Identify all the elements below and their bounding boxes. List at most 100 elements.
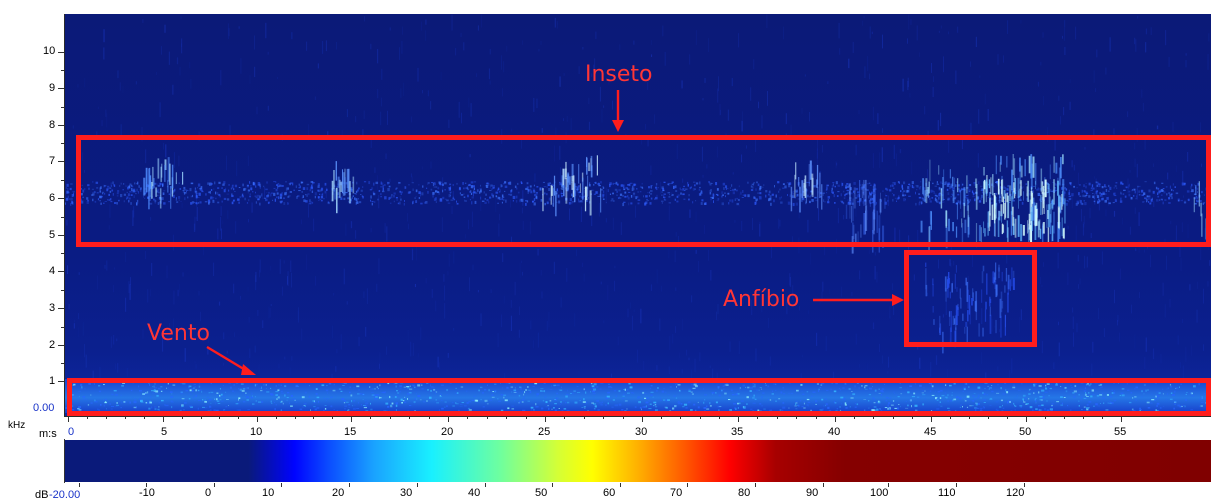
colorbar-tick-20: 20 xyxy=(332,487,345,499)
amphibian-signal-texture xyxy=(925,262,1015,354)
frequency-tick-4: 4 xyxy=(49,265,56,277)
colorbar-tick-10: 10 xyxy=(262,487,275,499)
frequency-major-tick-1 xyxy=(58,88,64,89)
time-minor-tick-0-1 xyxy=(87,416,88,419)
frequency-tick-1: 1 xyxy=(49,375,56,387)
colorbar-tick-70: 70 xyxy=(670,487,683,499)
time-tick-50: 50 xyxy=(1019,426,1032,438)
frequency-tick-3: 3 xyxy=(49,302,56,314)
frequency-tick-2: 2 xyxy=(49,339,56,351)
time-minor-tick-6-4 xyxy=(719,416,720,419)
colorbar-tick-80: 80 xyxy=(738,487,751,499)
wind-annotation-label: Vento xyxy=(147,321,210,346)
frequency-tick-8: 8 xyxy=(49,119,56,131)
time-major-tick-0 xyxy=(68,416,69,422)
time-minor-tick-5-2 xyxy=(584,416,585,419)
frequency-major-tick-7 xyxy=(58,308,64,309)
colorbar-first-tick: -20.00 xyxy=(49,489,81,501)
annotation-arrows xyxy=(206,90,904,375)
colorbar-major-tick-4 xyxy=(349,483,350,487)
time-minor-tick-7-2 xyxy=(777,416,778,419)
insect-annotation-label: Inseto xyxy=(585,62,653,87)
time-major-tick-2 xyxy=(257,416,258,422)
wind-signal-texture xyxy=(65,380,1211,414)
time-major-tick-9 xyxy=(931,416,932,422)
amphibian-annotation-box xyxy=(904,250,1037,347)
time-unit-label: m:s xyxy=(39,428,57,440)
frequency-axis-line xyxy=(64,14,65,416)
frequency-major-tick-6 xyxy=(58,271,64,272)
time-minor-tick-6-1 xyxy=(661,416,662,419)
arrow-down-right-icon xyxy=(206,345,256,375)
time-major-tick-3 xyxy=(351,416,352,422)
frequency-major-tick-4 xyxy=(58,198,64,199)
time-minor-tick-8-4 xyxy=(912,416,913,419)
time-minor-tick-3-3 xyxy=(409,416,410,419)
colorbar-major-tick-12 xyxy=(888,483,889,487)
time-minor-tick-1-2 xyxy=(201,416,202,419)
time-minor-tick-3-1 xyxy=(370,416,371,419)
colorbar-major-tick-11 xyxy=(823,483,824,487)
colorbar-tick-100: 100 xyxy=(870,487,889,499)
time-minor-tick-7-4 xyxy=(816,416,817,419)
frequency-tick-5: 5 xyxy=(49,229,56,241)
time-axis-line xyxy=(64,416,1211,417)
frequency-major-tick-9 xyxy=(58,381,64,382)
time-minor-tick-1-4 xyxy=(238,416,239,419)
arrow-down-icon xyxy=(612,90,624,132)
colorbar-major-tick-1 xyxy=(146,483,147,487)
background-noise-texture xyxy=(66,14,1211,387)
colorbar-major-tick-0 xyxy=(79,483,80,487)
time-minor-tick-1-3 xyxy=(219,416,220,419)
time-minor-tick-7-1 xyxy=(757,416,758,419)
colorbar-tick-110: 110 xyxy=(938,487,956,499)
time-minor-tick-8-1 xyxy=(854,416,855,419)
time-minor-tick-10-1 xyxy=(1045,416,1046,419)
frequency-minor-tick-0 xyxy=(61,70,64,71)
time-minor-tick-5-4 xyxy=(623,416,624,419)
insect-signal-texture xyxy=(65,154,1211,254)
time-minor-tick-6-3 xyxy=(700,416,701,419)
time-tick-20: 20 xyxy=(441,426,454,438)
time-minor-tick-3-4 xyxy=(429,416,430,419)
time-minor-tick-2-3 xyxy=(313,416,314,419)
time-minor-tick-2-2 xyxy=(295,416,296,419)
time-major-tick-10 xyxy=(1026,416,1027,422)
time-minor-tick-10-2 xyxy=(1064,416,1065,419)
time-minor-tick-4-4 xyxy=(526,416,527,419)
frequency-minor-tick-8 xyxy=(61,363,64,364)
time-major-tick-11 xyxy=(1121,416,1122,422)
frequency-major-tick-8 xyxy=(58,345,64,346)
time-tick-45: 45 xyxy=(924,426,937,438)
colorbar-tick-30: 30 xyxy=(400,487,413,499)
time-minor-tick-1-1 xyxy=(182,416,183,419)
time-minor-tick-5-3 xyxy=(603,416,604,419)
time-major-tick-7 xyxy=(738,416,739,422)
colorbar-tick-120: 120 xyxy=(1006,487,1025,499)
time-tick-25: 25 xyxy=(538,426,551,438)
spectrogram-plot: Inseto Anfíbio Vento xyxy=(65,14,1211,416)
time-minor-tick-8-3 xyxy=(893,416,894,419)
time-major-tick-8 xyxy=(835,416,836,422)
colorbar-major-tick-7 xyxy=(552,483,553,487)
frequency-major-tick-2 xyxy=(58,125,64,126)
time-major-tick-6 xyxy=(642,416,643,422)
time-minor-tick-7-3 xyxy=(796,416,797,419)
insect-annotation-box xyxy=(76,135,1211,247)
frequency-major-tick-3 xyxy=(58,161,64,162)
time-minor-tick-2-1 xyxy=(276,416,277,419)
colorbar-tick-50: 50 xyxy=(535,487,548,499)
frequency-tick-6: 6 xyxy=(49,192,56,204)
colorbar-tick-60: 60 xyxy=(603,487,616,499)
time-tick-5: 5 xyxy=(161,426,168,438)
frequency-tick-7: 7 xyxy=(49,155,56,167)
colorbar-tick-0: 0 xyxy=(205,487,212,499)
time-minor-tick-8-2 xyxy=(873,416,874,419)
spectrogram-background xyxy=(65,14,1211,416)
frequency-origin-label: 0.00 xyxy=(33,402,55,414)
frequency-tick-9: 9 xyxy=(49,82,56,94)
time-minor-tick-10-4 xyxy=(1102,416,1103,419)
time-tick-55: 55 xyxy=(1114,426,1127,438)
frequency-major-tick-0 xyxy=(58,52,64,53)
colorbar-tick-40: 40 xyxy=(468,487,481,499)
